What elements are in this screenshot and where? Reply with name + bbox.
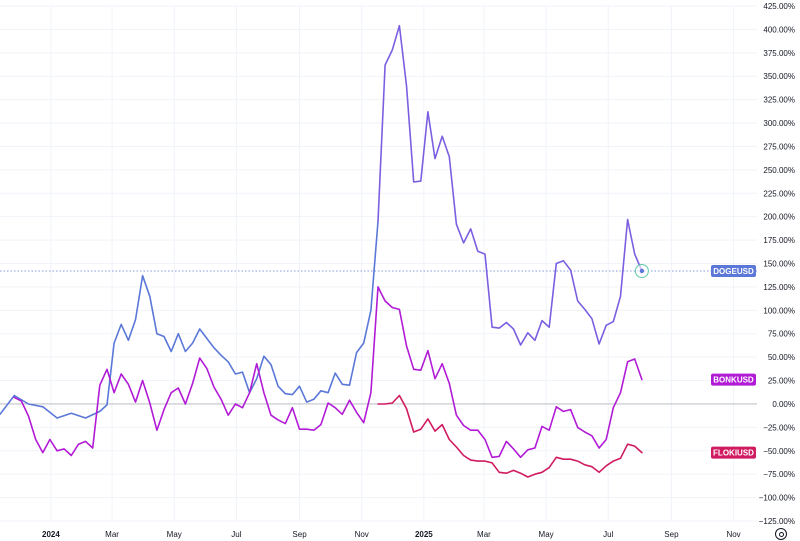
- x-tick-label: Nov: [726, 530, 740, 539]
- x-tick-label: Jul: [231, 530, 241, 539]
- y-tick-label: 250.00%: [763, 166, 795, 175]
- y-tick-label: 100.00%: [763, 306, 795, 315]
- x-tick-label: Mar: [105, 530, 119, 539]
- y-tick-label: 175.00%: [763, 236, 795, 245]
- x-tick-label: May: [167, 530, 182, 539]
- y-tick-label: −100.00%: [759, 494, 795, 503]
- y-tick-label: 50.00%: [768, 353, 795, 362]
- price-tag-label: BONKUSD: [713, 376, 754, 385]
- y-tick-label: 125.00%: [763, 283, 795, 292]
- x-axis: 2024 Mar May Jul Sep Nov 2025 Mar May Jul Sep Nov: [42, 530, 741, 539]
- y-tick-label: 350.00%: [763, 72, 795, 81]
- series-line-flokiusd[interactable]: [377, 394, 643, 478]
- grid-lines: [0, 5, 757, 522]
- series-line-dogeusd_cont[interactable]: [377, 24, 643, 346]
- y-tick-label: 375.00%: [763, 49, 795, 58]
- x-tick-label: May: [539, 530, 554, 539]
- y-tick-label: 200.00%: [763, 213, 795, 222]
- price-tag-label: FLOKIUSD: [713, 449, 754, 458]
- series-line-dogeusd[interactable]: [0, 220, 379, 419]
- y-tick-label: 0.00%: [772, 400, 795, 409]
- price-tags: DOGEUSD BONKUSD FLOKIUSD: [711, 264, 756, 459]
- series-layer: [0, 24, 643, 478]
- x-tick-label: Sep: [292, 530, 307, 539]
- x-tick-label: 2024: [42, 530, 60, 539]
- price-tag-dogeusd: [711, 264, 756, 277]
- y-tick-label: −25.00%: [763, 423, 795, 432]
- y-tick-label: −75.00%: [763, 470, 795, 479]
- y-tick-label: −50.00%: [763, 447, 795, 456]
- x-tick-label: Jul: [603, 530, 613, 539]
- y-tick-label: −125.00%: [759, 517, 795, 526]
- y-tick-label: 150.00%: [763, 260, 795, 269]
- y-tick-label: 400.00%: [763, 25, 795, 34]
- x-tick-label: Mar: [477, 530, 491, 539]
- series-line-bonkusd[interactable]: [13, 286, 643, 459]
- x-tick-label: 2025: [415, 530, 433, 539]
- y-tick-label: 325.00%: [763, 96, 795, 105]
- y-tick-label: 275.00%: [763, 142, 795, 151]
- y-tick-label: 300.00%: [763, 119, 795, 128]
- y-tick-label: 225.00%: [763, 189, 795, 198]
- y-tick-label: 25.00%: [768, 377, 795, 386]
- price-tag-flokiusd: [711, 446, 756, 459]
- marker-layer: [634, 263, 649, 278]
- y-tick-label: 75.00%: [768, 330, 795, 339]
- y-tick-label: 425.00%: [763, 2, 795, 11]
- y-axis: 425.00% 400.00% 375.00% 350.00% 325.00% 300.0…: [759, 2, 795, 526]
- price-tag-label: DOGEUSD: [713, 267, 754, 276]
- x-tick-label: Nov: [355, 530, 369, 539]
- settings-gear-icon[interactable]: [775, 528, 787, 540]
- x-tick-label: Sep: [664, 530, 679, 539]
- price-tag-bonkusd: [711, 373, 756, 386]
- last-point-marker: [639, 268, 645, 274]
